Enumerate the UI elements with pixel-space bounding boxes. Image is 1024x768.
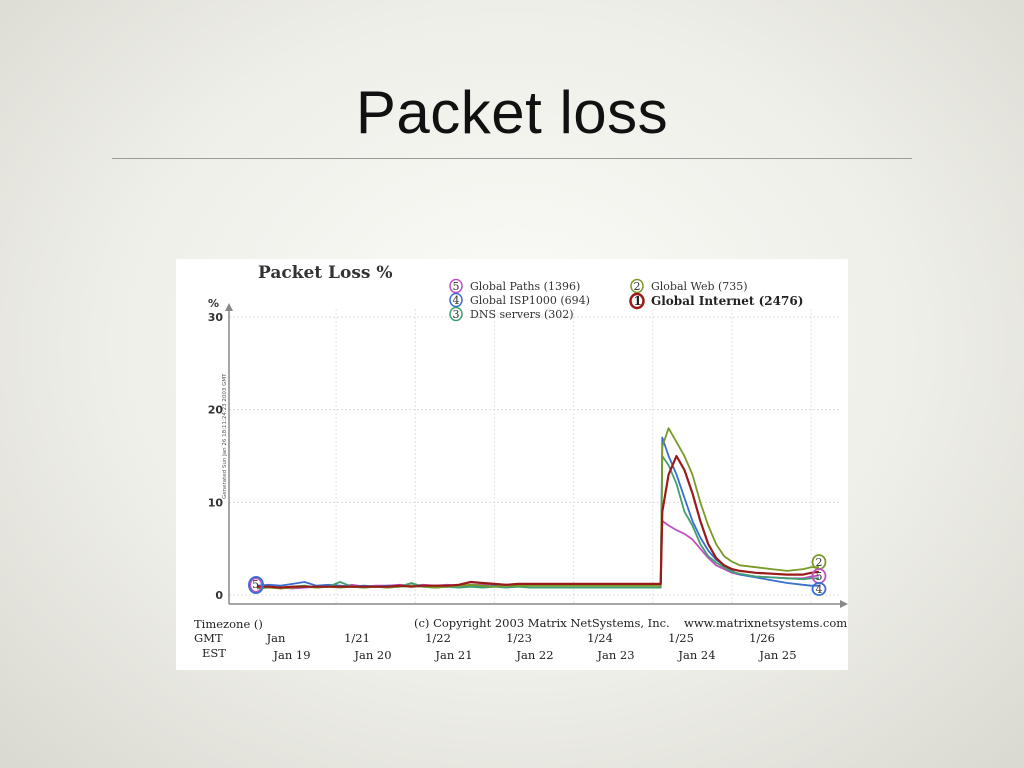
chart-panel: Packet Loss % % Generated Sun Jan 26 18:…	[176, 259, 848, 670]
legend-label-global-web: Global Web (735)	[651, 280, 748, 293]
end-marker-4: 4	[816, 583, 823, 596]
legend-item-global-isp1000: 4 Global ISP1000 (694)	[449, 292, 590, 308]
y-axis-arrow	[225, 303, 233, 311]
end-marker-5: 5	[816, 570, 823, 583]
gmt-tick-0: Jan	[266, 631, 286, 645]
packet-loss-chart: Packet Loss % % Generated Sun Jan 26 18:…	[194, 263, 848, 662]
generated-timestamp: Generated Sun Jan 26 18:11:24:23 2003 GM…	[222, 373, 228, 499]
legend-marker-2: 2	[634, 280, 641, 293]
legend-label-global-internet: Global Internet (2476)	[651, 294, 803, 308]
legend-marker-4: 4	[453, 294, 460, 307]
y-tick-0: 0	[215, 589, 223, 602]
series-line-3	[256, 455, 819, 589]
est-tick-0: Jan 19	[272, 648, 310, 662]
legend-item-global-web: 2 Global Web (735)	[630, 278, 748, 294]
est-tick-6: Jan 25	[758, 648, 796, 662]
end-marker-2: 2	[816, 556, 823, 569]
est-tick-3: Jan 22	[515, 648, 553, 662]
series-line-2	[256, 427, 819, 590]
y-tick-10: 10	[208, 496, 224, 509]
legend-marker-1: 1	[634, 294, 642, 308]
gmt-tick-5: 1/25	[668, 631, 694, 645]
legend-marker-3: 3	[453, 308, 460, 321]
legend-item-global-internet: 1 Global Internet (2476)	[629, 292, 803, 310]
legend-item-dns-servers: 3 DNS servers (302)	[449, 306, 574, 322]
legend-label-global-isp1000: Global ISP1000 (694)	[470, 294, 590, 307]
start-marker: 5	[248, 576, 264, 594]
gmt-tick-3: 1/23	[506, 631, 532, 645]
est-tick-5: Jan 24	[677, 648, 715, 662]
gmt-tick-4: 1/24	[587, 631, 613, 645]
legend: 5 Global Paths (1396) 4 Global ISP1000 (…	[449, 278, 803, 322]
start-marker-label: 5	[252, 578, 259, 591]
legend-label-global-paths: Global Paths (1396)	[470, 280, 580, 293]
y-tick-labels: 0 10 20 30	[208, 311, 224, 602]
slide-title: Packet loss	[355, 79, 669, 146]
est-label: EST	[202, 646, 226, 660]
est-tick-4: Jan 23	[596, 648, 634, 662]
title-divider	[112, 158, 912, 159]
series-line-4	[256, 436, 819, 588]
est-tick-labels: Jan 19 Jan 20 Jan 21 Jan 22 Jan 23 Jan 24 Jan …	[272, 648, 796, 662]
gmt-tick-6: 1/26	[749, 631, 775, 645]
series-line-1	[257, 454, 820, 589]
est-tick-2: Jan 21	[434, 648, 472, 662]
copyright-text: (c) Copyright 2003 Matrix NetSystems, In…	[414, 616, 670, 630]
gmt-tick-labels: Jan 1/21 1/22 1/23 1/24 1/25 1/26	[266, 631, 775, 645]
series-lines	[256, 427, 820, 590]
legend-item-global-paths: 5 Global Paths (1396)	[449, 278, 580, 294]
series-line-5	[256, 519, 820, 590]
legend-marker-5: 5	[453, 280, 460, 293]
gmt-tick-2: 1/22	[425, 631, 451, 645]
gmt-label: GMT	[194, 631, 223, 645]
website-text: www.matrixnetsystems.com	[684, 616, 847, 630]
x-axis-arrow	[840, 600, 848, 608]
est-tick-1: Jan 20	[353, 648, 391, 662]
legend-label-dns-servers: DNS servers (302)	[470, 308, 574, 321]
y-tick-30: 30	[208, 311, 224, 324]
chart-title: Packet Loss %	[258, 263, 393, 283]
y-tick-20: 20	[208, 404, 224, 417]
end-markers: 2 5 4	[811, 554, 827, 596]
timezone-label: Timezone ()	[194, 617, 263, 631]
grid-lines	[229, 309, 840, 604]
gmt-tick-1: 1/21	[344, 631, 370, 645]
y-axis-label: %	[208, 297, 219, 310]
